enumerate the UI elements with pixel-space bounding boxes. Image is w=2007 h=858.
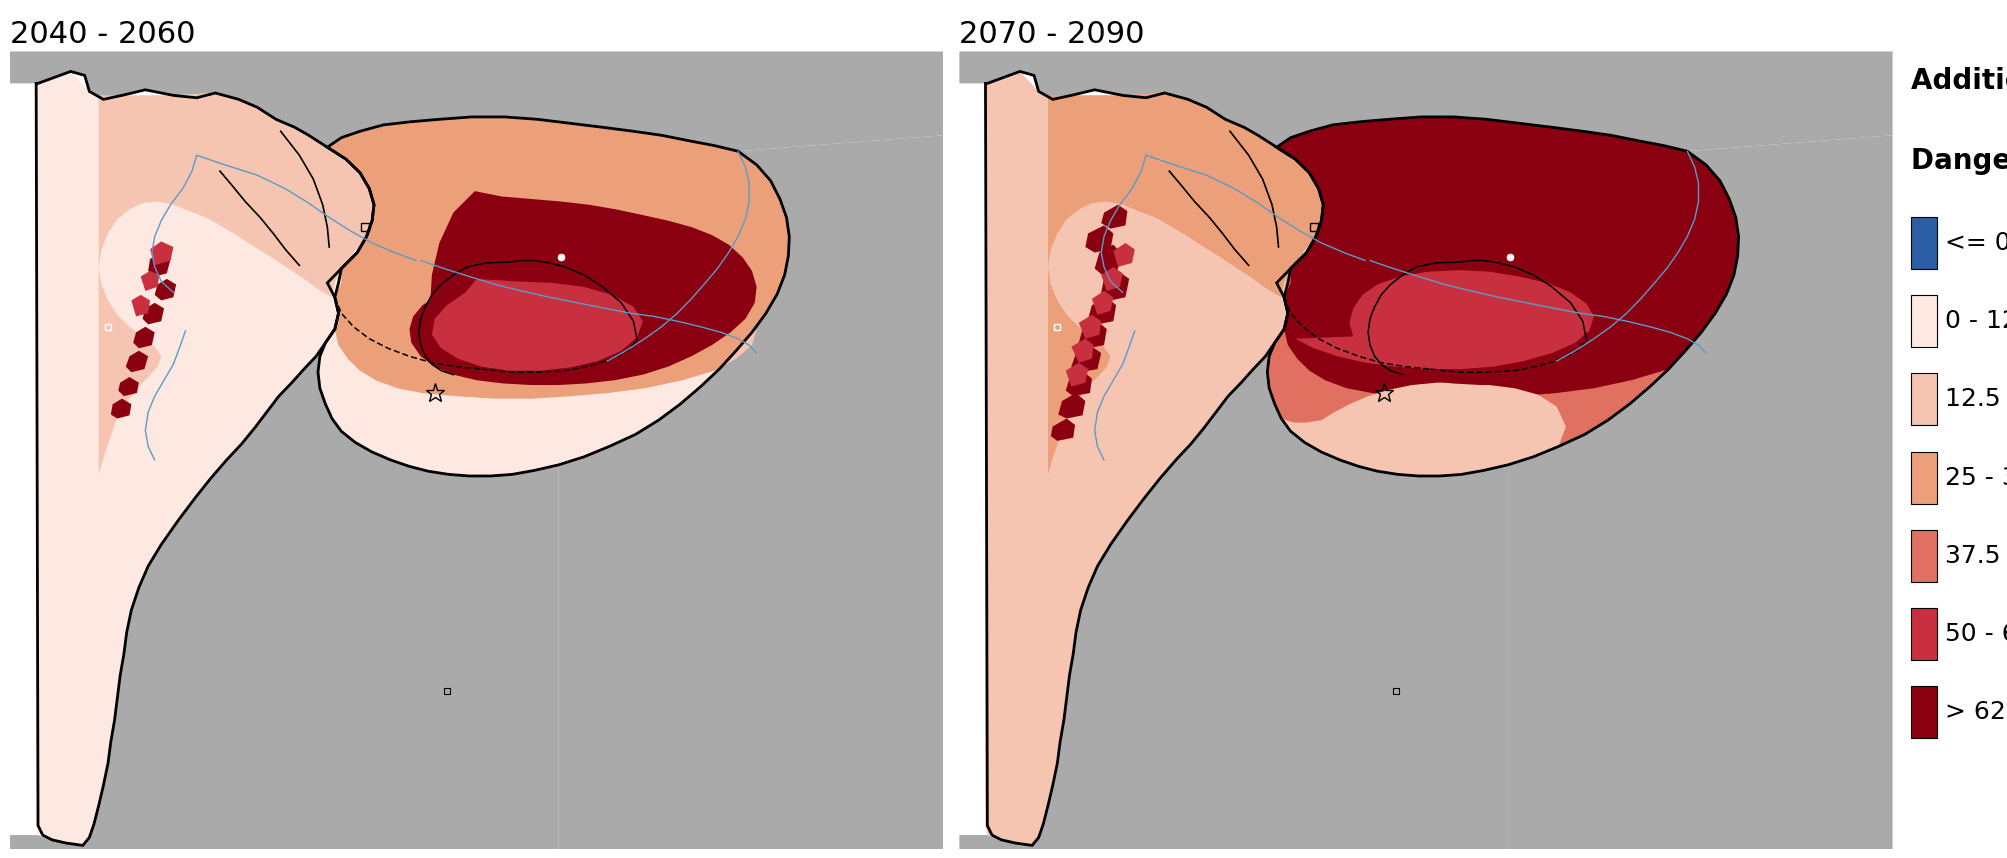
Polygon shape <box>1280 383 1565 476</box>
Polygon shape <box>1086 226 1114 252</box>
Polygon shape <box>1066 363 1088 387</box>
Text: <= 0: <= 0 <box>1945 231 2007 255</box>
Text: 12.5 - 25: 12.5 - 25 <box>1945 387 2007 411</box>
Polygon shape <box>110 399 130 419</box>
Polygon shape <box>558 136 943 849</box>
Polygon shape <box>142 303 165 324</box>
Polygon shape <box>1092 291 1114 315</box>
Text: > 62.5: > 62.5 <box>1945 700 2007 724</box>
Polygon shape <box>959 342 1507 849</box>
Polygon shape <box>1102 267 1122 291</box>
Polygon shape <box>432 279 642 371</box>
Polygon shape <box>1080 315 1102 339</box>
Polygon shape <box>36 71 373 845</box>
Text: 0 - 12.5: 0 - 12.5 <box>1945 309 2007 333</box>
Bar <box>1911 530 1937 582</box>
Polygon shape <box>409 191 757 385</box>
Bar <box>1911 295 1937 347</box>
Polygon shape <box>327 117 789 399</box>
Polygon shape <box>1072 339 1094 363</box>
Polygon shape <box>959 51 1893 151</box>
Polygon shape <box>1276 117 1738 399</box>
Text: Additional Wildfire: Additional Wildfire <box>1911 68 2007 95</box>
Text: 50 - 62.5: 50 - 62.5 <box>1945 622 2007 646</box>
Polygon shape <box>317 117 789 476</box>
Polygon shape <box>155 279 177 300</box>
Polygon shape <box>1266 117 1738 476</box>
Polygon shape <box>1295 270 1594 369</box>
Polygon shape <box>98 93 373 474</box>
Polygon shape <box>1094 245 1122 276</box>
Polygon shape <box>1058 393 1086 419</box>
Polygon shape <box>335 297 757 399</box>
Polygon shape <box>1102 205 1128 228</box>
Polygon shape <box>130 295 151 317</box>
Polygon shape <box>151 241 173 265</box>
Text: Danger Days: Danger Days <box>1911 148 2007 175</box>
Polygon shape <box>1102 271 1130 300</box>
Text: 25 - 37.5: 25 - 37.5 <box>1945 466 2007 490</box>
Bar <box>1911 608 1937 660</box>
Text: 2070 - 2090: 2070 - 2090 <box>959 20 1144 49</box>
Polygon shape <box>149 252 171 276</box>
Polygon shape <box>1114 243 1134 267</box>
Text: 37.5 - 50: 37.5 - 50 <box>1945 544 2007 568</box>
Polygon shape <box>1066 371 1092 396</box>
Polygon shape <box>1052 419 1076 441</box>
Polygon shape <box>1048 93 1323 474</box>
Polygon shape <box>1359 191 1706 385</box>
Bar <box>1911 217 1937 269</box>
Polygon shape <box>10 51 943 151</box>
Polygon shape <box>132 327 155 348</box>
Polygon shape <box>10 342 558 849</box>
Polygon shape <box>985 71 1323 845</box>
Bar <box>1911 451 1937 504</box>
Polygon shape <box>1088 297 1116 324</box>
Polygon shape <box>126 351 149 372</box>
Polygon shape <box>1080 321 1106 348</box>
Polygon shape <box>1072 345 1102 372</box>
Polygon shape <box>118 377 138 396</box>
Polygon shape <box>140 271 159 291</box>
Polygon shape <box>1507 136 1893 849</box>
Bar <box>1911 373 1937 426</box>
Bar <box>1911 686 1937 738</box>
Text: 2040 - 2060: 2040 - 2060 <box>10 20 195 49</box>
